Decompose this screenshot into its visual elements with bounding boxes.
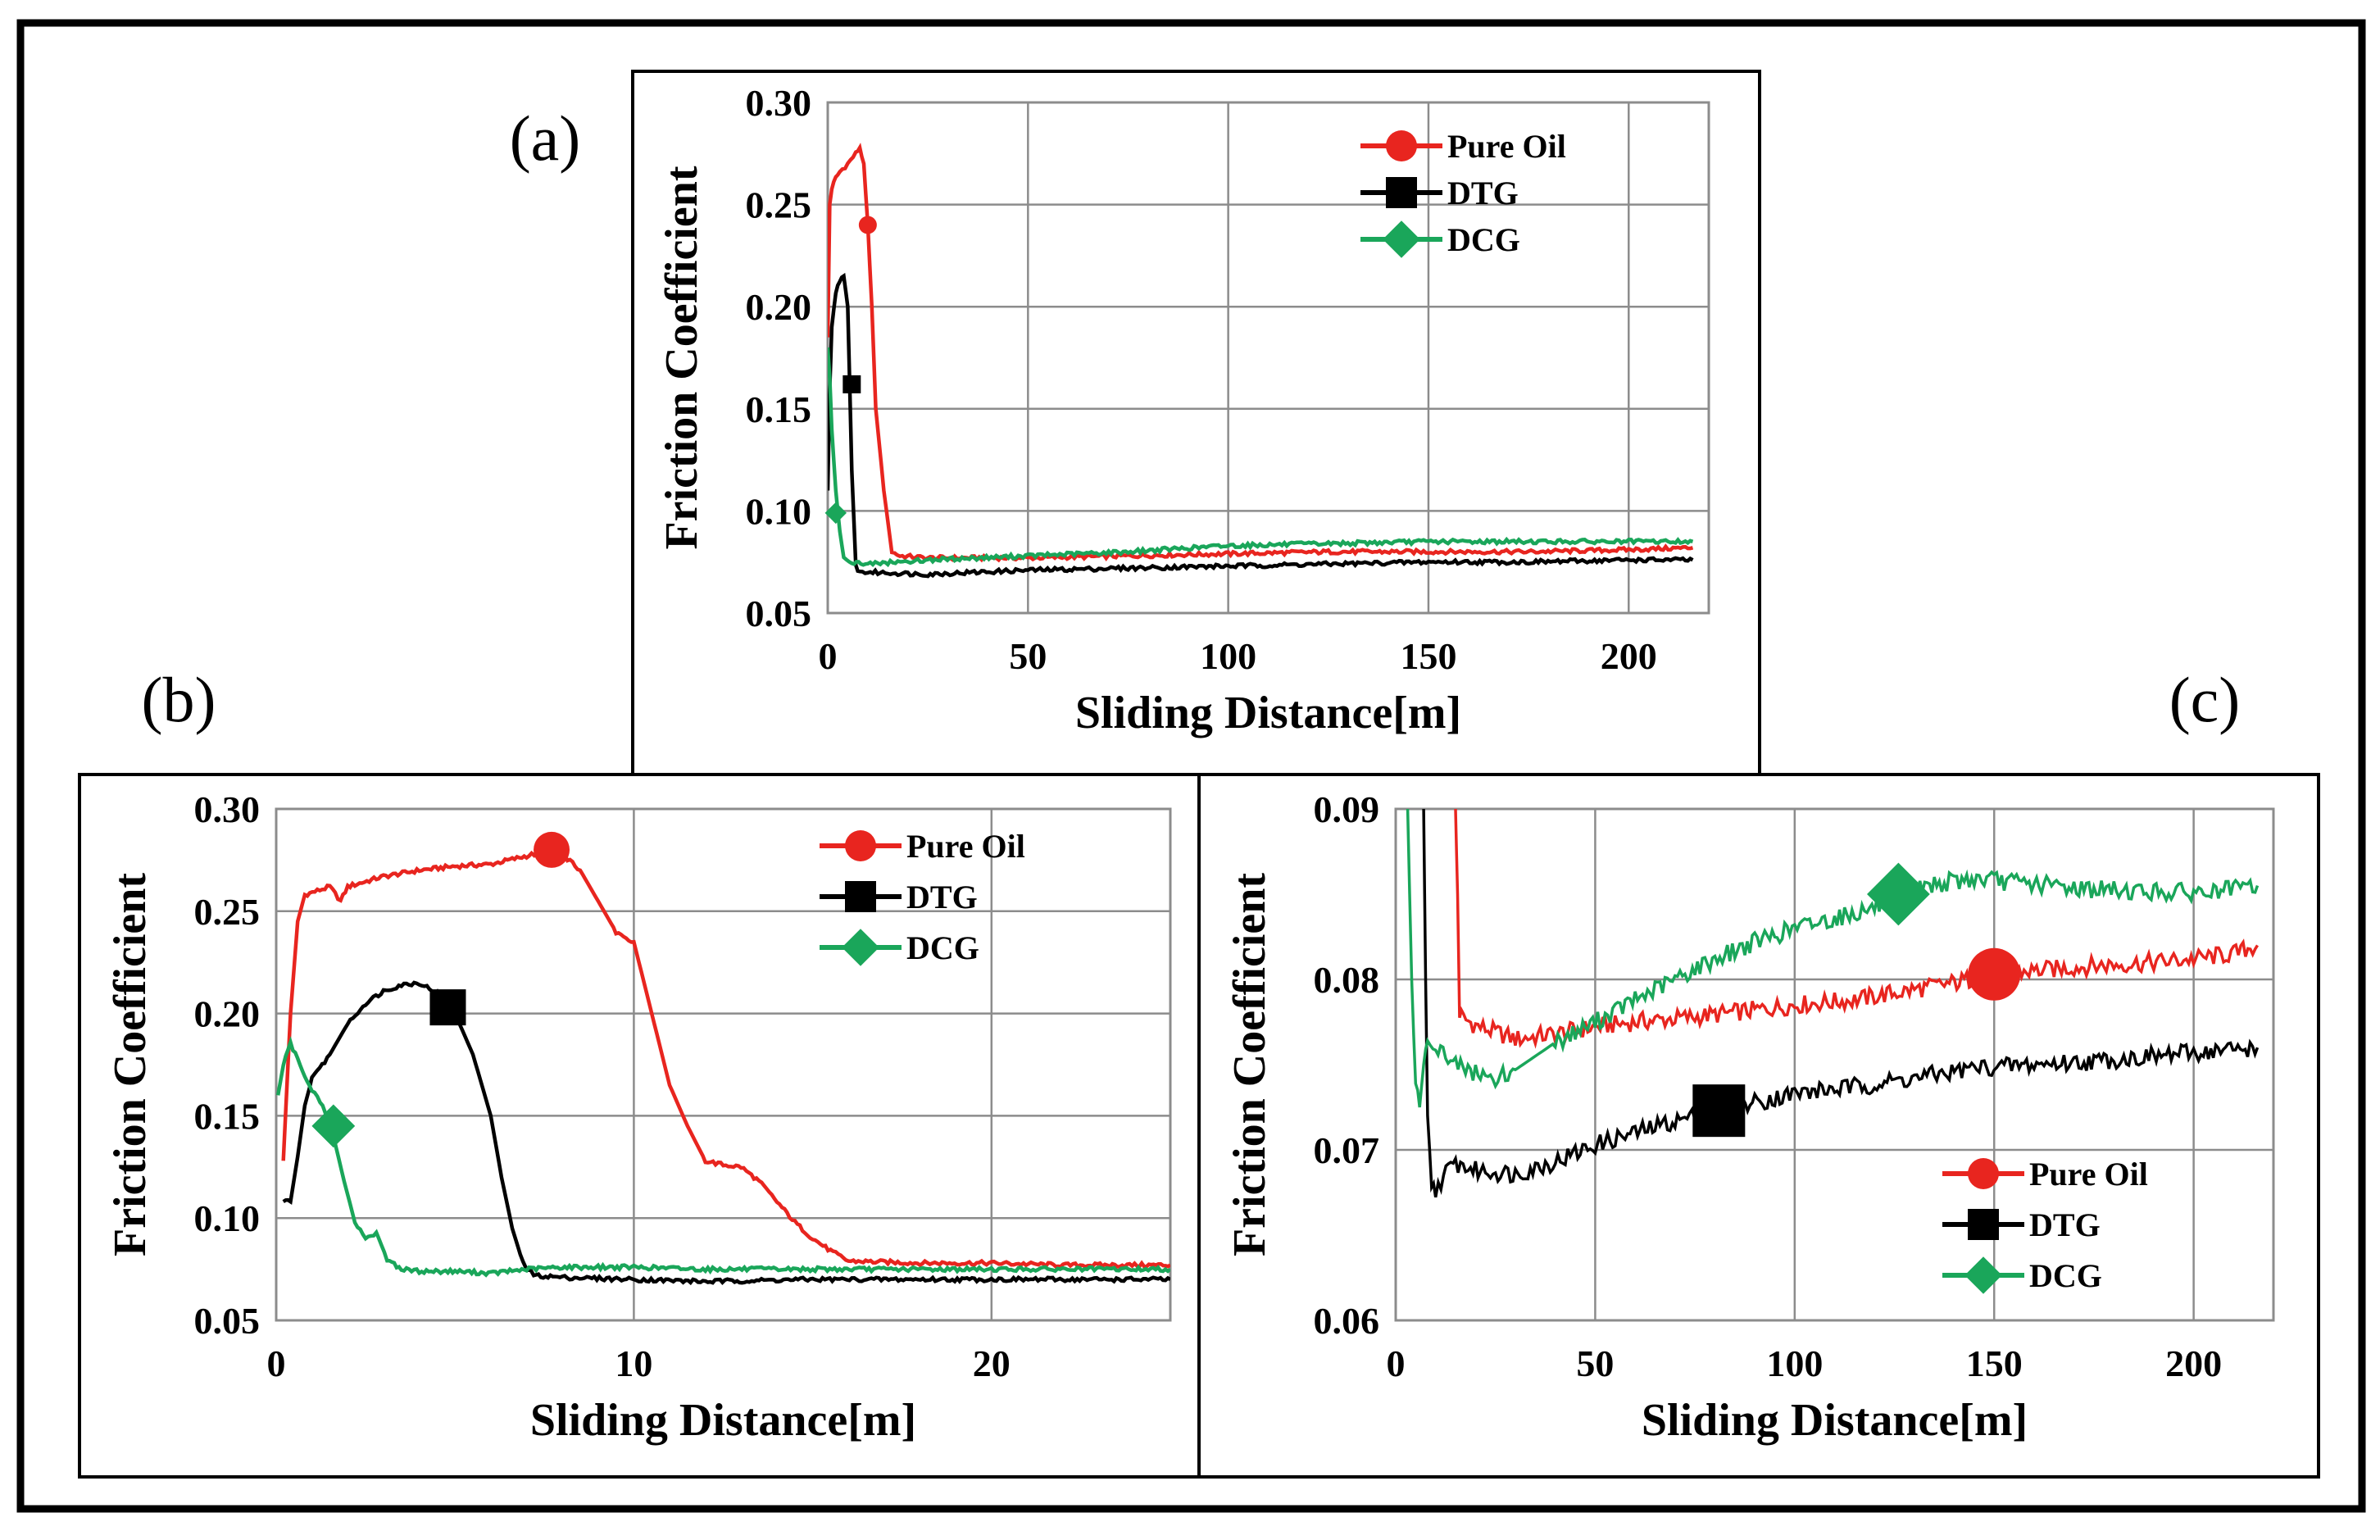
data-marker-dcg [824, 502, 847, 525]
y-tick-label: 0.25 [194, 891, 261, 933]
panel-label: (b) [142, 664, 216, 735]
x-tick-label: 100 [1766, 1342, 1823, 1384]
legend-label: Pure Oil [906, 828, 1025, 865]
plot-frame [1394, 807, 2275, 1322]
y-tick-label: 0.09 [1314, 788, 1380, 830]
legend-label: DTG [1447, 175, 1519, 211]
x-tick-label: 100 [1200, 635, 1256, 677]
legend: Pure Oil DTG DCG [1942, 1156, 2148, 1294]
plot-area [828, 102, 1709, 613]
series-line-dcg [1406, 809, 2260, 1108]
series-line-pure-oil [1454, 809, 2259, 1049]
series-line-dtg [828, 272, 1694, 579]
x-axis-title: Sliding Distance[m] [1075, 688, 1461, 738]
x-axis-title: Sliding Distance[m] [530, 1395, 916, 1446]
y-tick-label: 0.10 [746, 490, 812, 532]
x-tick-label: 0 [267, 1342, 286, 1384]
y-tick-label: 0.07 [1314, 1129, 1380, 1171]
y-tick-label: 0.15 [194, 1095, 261, 1137]
series-line-dcg [276, 1036, 1170, 1278]
legend-label: DCG [906, 929, 979, 966]
plot-frame [275, 807, 1172, 1322]
y-tick-label: 0.20 [194, 993, 261, 1035]
x-tick-label: 0 [819, 635, 838, 677]
data-marker-pure-oil [1968, 947, 2021, 1001]
legend-marker [1386, 177, 1417, 208]
series-line-dcg [828, 347, 1694, 568]
data-marker-dtg [843, 375, 861, 393]
legend-label: Pure Oil [2029, 1156, 2148, 1192]
legend-marker [1968, 1209, 1999, 1240]
legend-marker [1383, 220, 1420, 258]
legend: Pure Oil DTG DCG [820, 828, 1025, 966]
series-line-dtg [1422, 809, 2260, 1198]
x-tick-label: 20 [973, 1342, 1011, 1384]
legend-label: DCG [2029, 1257, 2102, 1294]
y-tick-label: 0.15 [746, 388, 812, 430]
legend-label: DCG [1447, 221, 1520, 258]
x-tick-label: 50 [1009, 635, 1047, 677]
data-marker-dcg [1866, 862, 1930, 926]
y-tick-label: 0.30 [194, 788, 261, 830]
y-tick-label: 0.05 [746, 593, 812, 634]
y-tick-label: 0.30 [746, 82, 812, 124]
panel-a: 0.05 0.10 0.15 0.20 0.25 0.30 0 50 100 150 200 Slid… [510, 82, 1710, 738]
y-tick-label: 0.08 [1314, 959, 1380, 1001]
y-tick-label: 0.25 [746, 184, 812, 226]
y-tick-label: 0.10 [194, 1197, 261, 1239]
y-tick-label: 0.20 [746, 286, 812, 328]
panel-c-border [1197, 773, 2320, 1479]
y-axis-title: Friction Coefficient [656, 166, 707, 549]
x-tick-label: 150 [1966, 1342, 2023, 1384]
legend: Pure Oil DTG DCG [1360, 128, 1566, 258]
x-axis-title: Sliding Distance[m] [1642, 1395, 2028, 1446]
y-tick-label: 0.05 [194, 1300, 261, 1342]
data-marker-dtg [429, 989, 466, 1026]
data-marker-pure-oil [858, 216, 877, 234]
panel-label: (a) [510, 102, 581, 174]
legend-label: Pure Oil [1447, 128, 1566, 165]
panel-c: 0.06 0.07 0.08 0.09 0 50 100 150 200 Sliding Dist… [1224, 664, 2275, 1446]
x-tick-label: 10 [615, 1342, 652, 1384]
legend-marker [842, 929, 879, 966]
data-marker-pure-oil [534, 831, 570, 868]
series-line-pure-oil [281, 847, 1170, 1270]
data-marker-dcg [311, 1104, 356, 1148]
x-tick-label: 200 [2165, 1342, 2222, 1384]
panel-label: (c) [2169, 664, 2241, 735]
legend-marker [845, 830, 876, 861]
x-tick-label: 150 [1400, 635, 1456, 677]
y-axis-title: Friction Coefficient [105, 873, 156, 1256]
y-axis-title: Friction Coefficient [1224, 873, 1275, 1256]
legend-marker [1386, 130, 1417, 161]
x-tick-label: 50 [1576, 1342, 1614, 1384]
legend-marker [845, 881, 876, 912]
x-tick-label: 0 [1387, 1342, 1406, 1384]
legend-label: DTG [906, 879, 978, 915]
legend-marker [1968, 1158, 1999, 1189]
data-marker-dtg [1692, 1084, 1746, 1138]
y-tick-label: 0.06 [1314, 1300, 1380, 1342]
panel-b: 0.05 0.10 0.15 0.20 0.25 0.30 0 10 20 Sliding Dis… [105, 664, 1172, 1446]
legend-marker [1964, 1256, 2002, 1294]
x-tick-label: 200 [1601, 635, 1657, 677]
legend-label: DTG [2029, 1206, 2101, 1243]
plot-area [276, 809, 1170, 1320]
